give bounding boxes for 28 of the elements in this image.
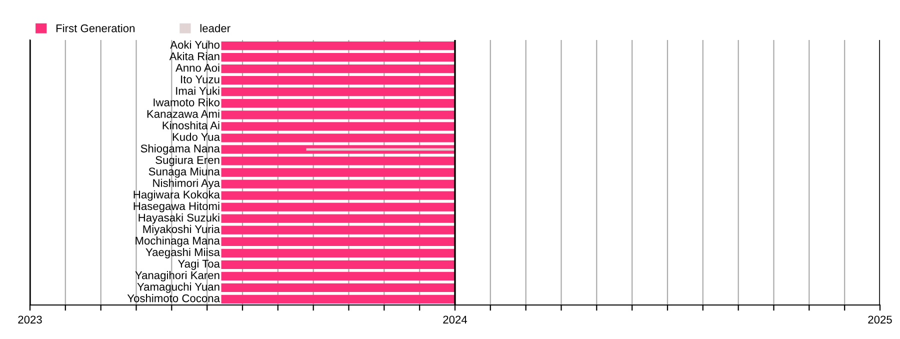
y-tick-label: Kanazawa Ami <box>147 110 220 118</box>
y-tick-label: Yaegashi Miisa <box>146 248 220 258</box>
y-tick-label: Hayasaki Suzuki <box>138 213 220 224</box>
y-tick-label: Nishimori Aya <box>153 178 220 190</box>
y-tick-label: Sugiura Eren <box>156 156 220 166</box>
x-tick-label: 2024 <box>443 316 468 324</box>
y-tick-label: Hagiwara Kokoka <box>134 190 220 201</box>
legend-label: leader <box>200 24 230 32</box>
y-tick-label: Miyakoshi Yuria <box>143 224 220 236</box>
legend-label: First Generation <box>56 24 134 32</box>
y-tick-label: Mochinaga Mana <box>136 236 220 247</box>
y-tick-label: Kudo Yua <box>172 132 220 141</box>
y-tick-label: Anno Aoi <box>176 64 220 72</box>
y-tick-label: Ito Yuzu <box>181 76 220 84</box>
y-tick-label: Iwamoto Riko <box>154 98 220 106</box>
y-tick-label: Hasegawa Hitomi <box>134 202 220 212</box>
y-tick-label: Imai Yuki <box>176 86 220 95</box>
y-tick-label: Kinoshita Ai <box>162 121 220 130</box>
y-tick-label: Shiogama Nana <box>140 144 220 155</box>
y-tick-label: Yoshimoto Cocona <box>127 294 220 302</box>
y-tick-label: Yamaguchi Yuan <box>137 282 220 293</box>
y-tick-label: Akita Rian <box>169 52 220 60</box>
y-tick-label: Yanagihori Karen <box>135 271 220 282</box>
y-tick-label: Sunaga Miuna <box>148 167 220 178</box>
y-tick-label: Yagi Toa <box>178 259 220 270</box>
x-tick-label: 2023 <box>18 316 42 324</box>
x-tick-label: 2025 <box>868 316 892 324</box>
y-tick-label: Aoki Yuho <box>170 40 220 49</box>
